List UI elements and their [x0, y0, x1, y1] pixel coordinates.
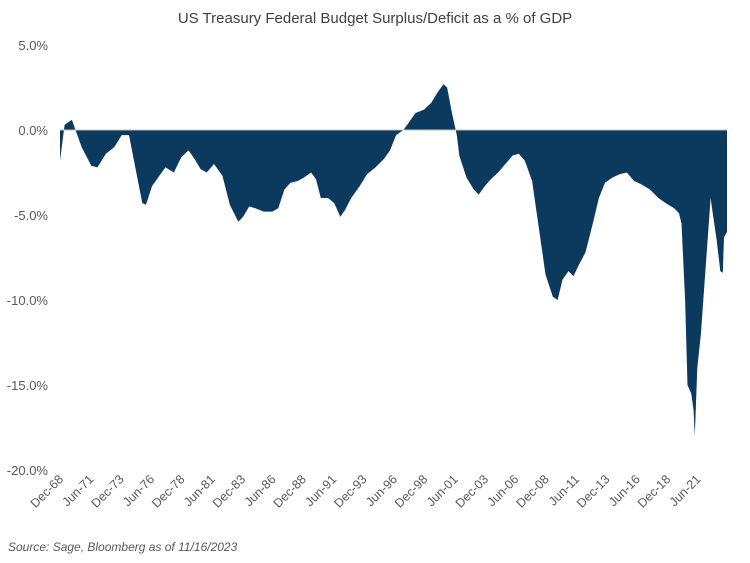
x-axis: Dec-68Jun-71Dec-73Jun-76Dec-78Jun-81Dec-…: [28, 472, 704, 510]
x-tick-label: Dec-13: [574, 472, 612, 510]
x-tick-label: Dec-08: [513, 472, 551, 510]
y-tick-label: -20.0%: [7, 463, 49, 478]
x-tick-label: Dec-83: [210, 472, 248, 510]
source-note: Source: Sage, Bloomberg as of 11/16/2023: [8, 540, 238, 554]
x-tick-label: Dec-98: [392, 472, 430, 510]
x-tick-label: Dec-78: [149, 472, 187, 510]
x-tick-label: Jun-21: [667, 472, 704, 509]
deficit-area-series: [60, 84, 727, 436]
x-tick-label: Dec-93: [331, 472, 369, 510]
x-tick-label: Dec-88: [271, 472, 309, 510]
y-tick-label: -10.0%: [7, 293, 49, 308]
y-tick-label: 5.0%: [18, 38, 48, 53]
x-tick-label: Dec-03: [453, 472, 491, 510]
y-tick-label: -5.0%: [14, 208, 48, 223]
y-tick-label: -15.0%: [7, 378, 49, 393]
y-tick-label: 0.0%: [18, 123, 48, 138]
x-tick-label: Dec-73: [88, 472, 126, 510]
y-axis: 5.0% 0.0% -5.0% -10.0% -15.0% -20.0%: [7, 38, 49, 478]
x-tick-label: Dec-18: [635, 472, 673, 510]
chart-title: US Treasury Federal Budget Surplus/Defic…: [178, 10, 572, 27]
